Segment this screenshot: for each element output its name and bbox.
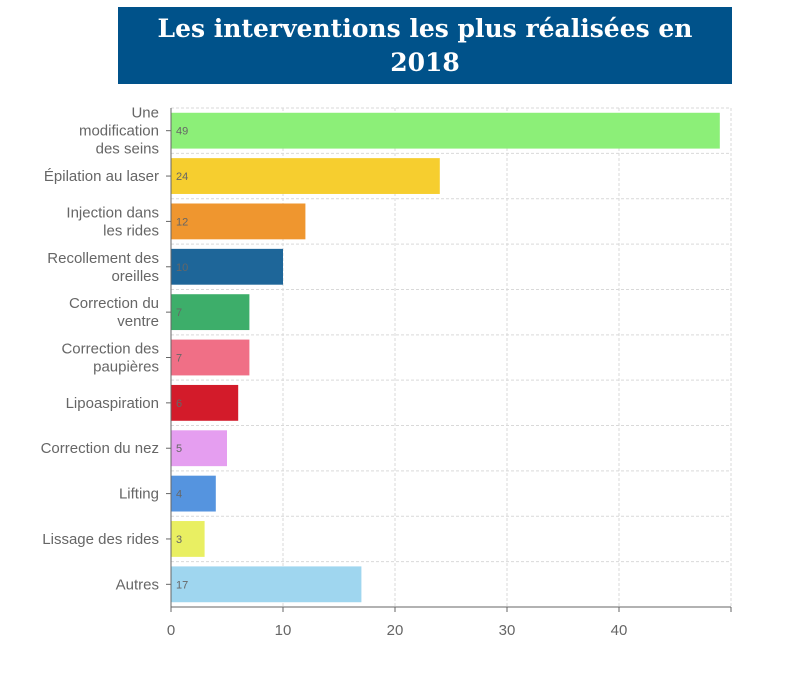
bar-value-label: 6: [176, 398, 182, 410]
bar[interactable]: [171, 566, 362, 603]
category-label: Une modification des seins: [79, 105, 159, 158]
bar-value-label: 7: [176, 307, 182, 319]
bar-value-label: 24: [176, 171, 188, 183]
x-tick-label: 10: [275, 622, 292, 639]
bar[interactable]: [171, 475, 216, 512]
bar[interactable]: [171, 430, 227, 467]
x-tick-label: 40: [611, 622, 628, 639]
bar-value-label: 49: [176, 126, 188, 138]
x-tick-label: 20: [387, 622, 404, 639]
category-label: Lifting: [119, 486, 159, 503]
grid: [171, 107, 732, 607]
bar[interactable]: [171, 203, 306, 240]
bar-value-label: 5: [176, 443, 182, 455]
x-tick-labels: 0 10 20 30 40: [167, 622, 628, 639]
bars: [171, 112, 720, 603]
chart-title: Les interventions les plus réalisées en …: [157, 13, 693, 77]
category-label: Lissage des rides: [42, 531, 159, 548]
category-labels: Une modification des seins Épilation au las…: [41, 105, 159, 594]
bar[interactable]: [171, 384, 239, 421]
bar-value-label: 3: [176, 534, 182, 546]
category-label: Autres: [116, 576, 159, 593]
bar[interactable]: [171, 158, 440, 194]
bar[interactable]: [171, 339, 250, 376]
bar[interactable]: [171, 112, 720, 149]
bar-value-label: 12: [176, 216, 188, 228]
category-label: Correction du nez: [41, 440, 159, 457]
axes: [166, 108, 732, 612]
value-labels: 49 24 12 10 7 7 6 5 4 3 17: [176, 126, 188, 592]
x-tick-label: 0: [167, 622, 175, 639]
x-tick-label: 30: [499, 622, 516, 639]
chart-title-banner: Les interventions les plus réalisées en …: [118, 7, 732, 84]
bar[interactable]: [171, 248, 283, 285]
bar-value-label: 4: [176, 489, 182, 501]
bar-value-label: 7: [176, 353, 182, 365]
category-label: Correction du ventre: [69, 295, 159, 330]
category-label: Lipoaspiration: [66, 395, 159, 412]
bar[interactable]: [171, 294, 250, 331]
bar[interactable]: [171, 521, 205, 557]
category-label: Correction des paupières: [61, 341, 159, 376]
bar-value-label: 10: [176, 262, 188, 274]
category-label: Épilation au laser: [44, 168, 159, 185]
category-label: Injection dans les rides: [66, 204, 159, 239]
bar-value-label: 17: [176, 579, 188, 591]
category-label: Recollement des oreilles: [47, 250, 159, 285]
